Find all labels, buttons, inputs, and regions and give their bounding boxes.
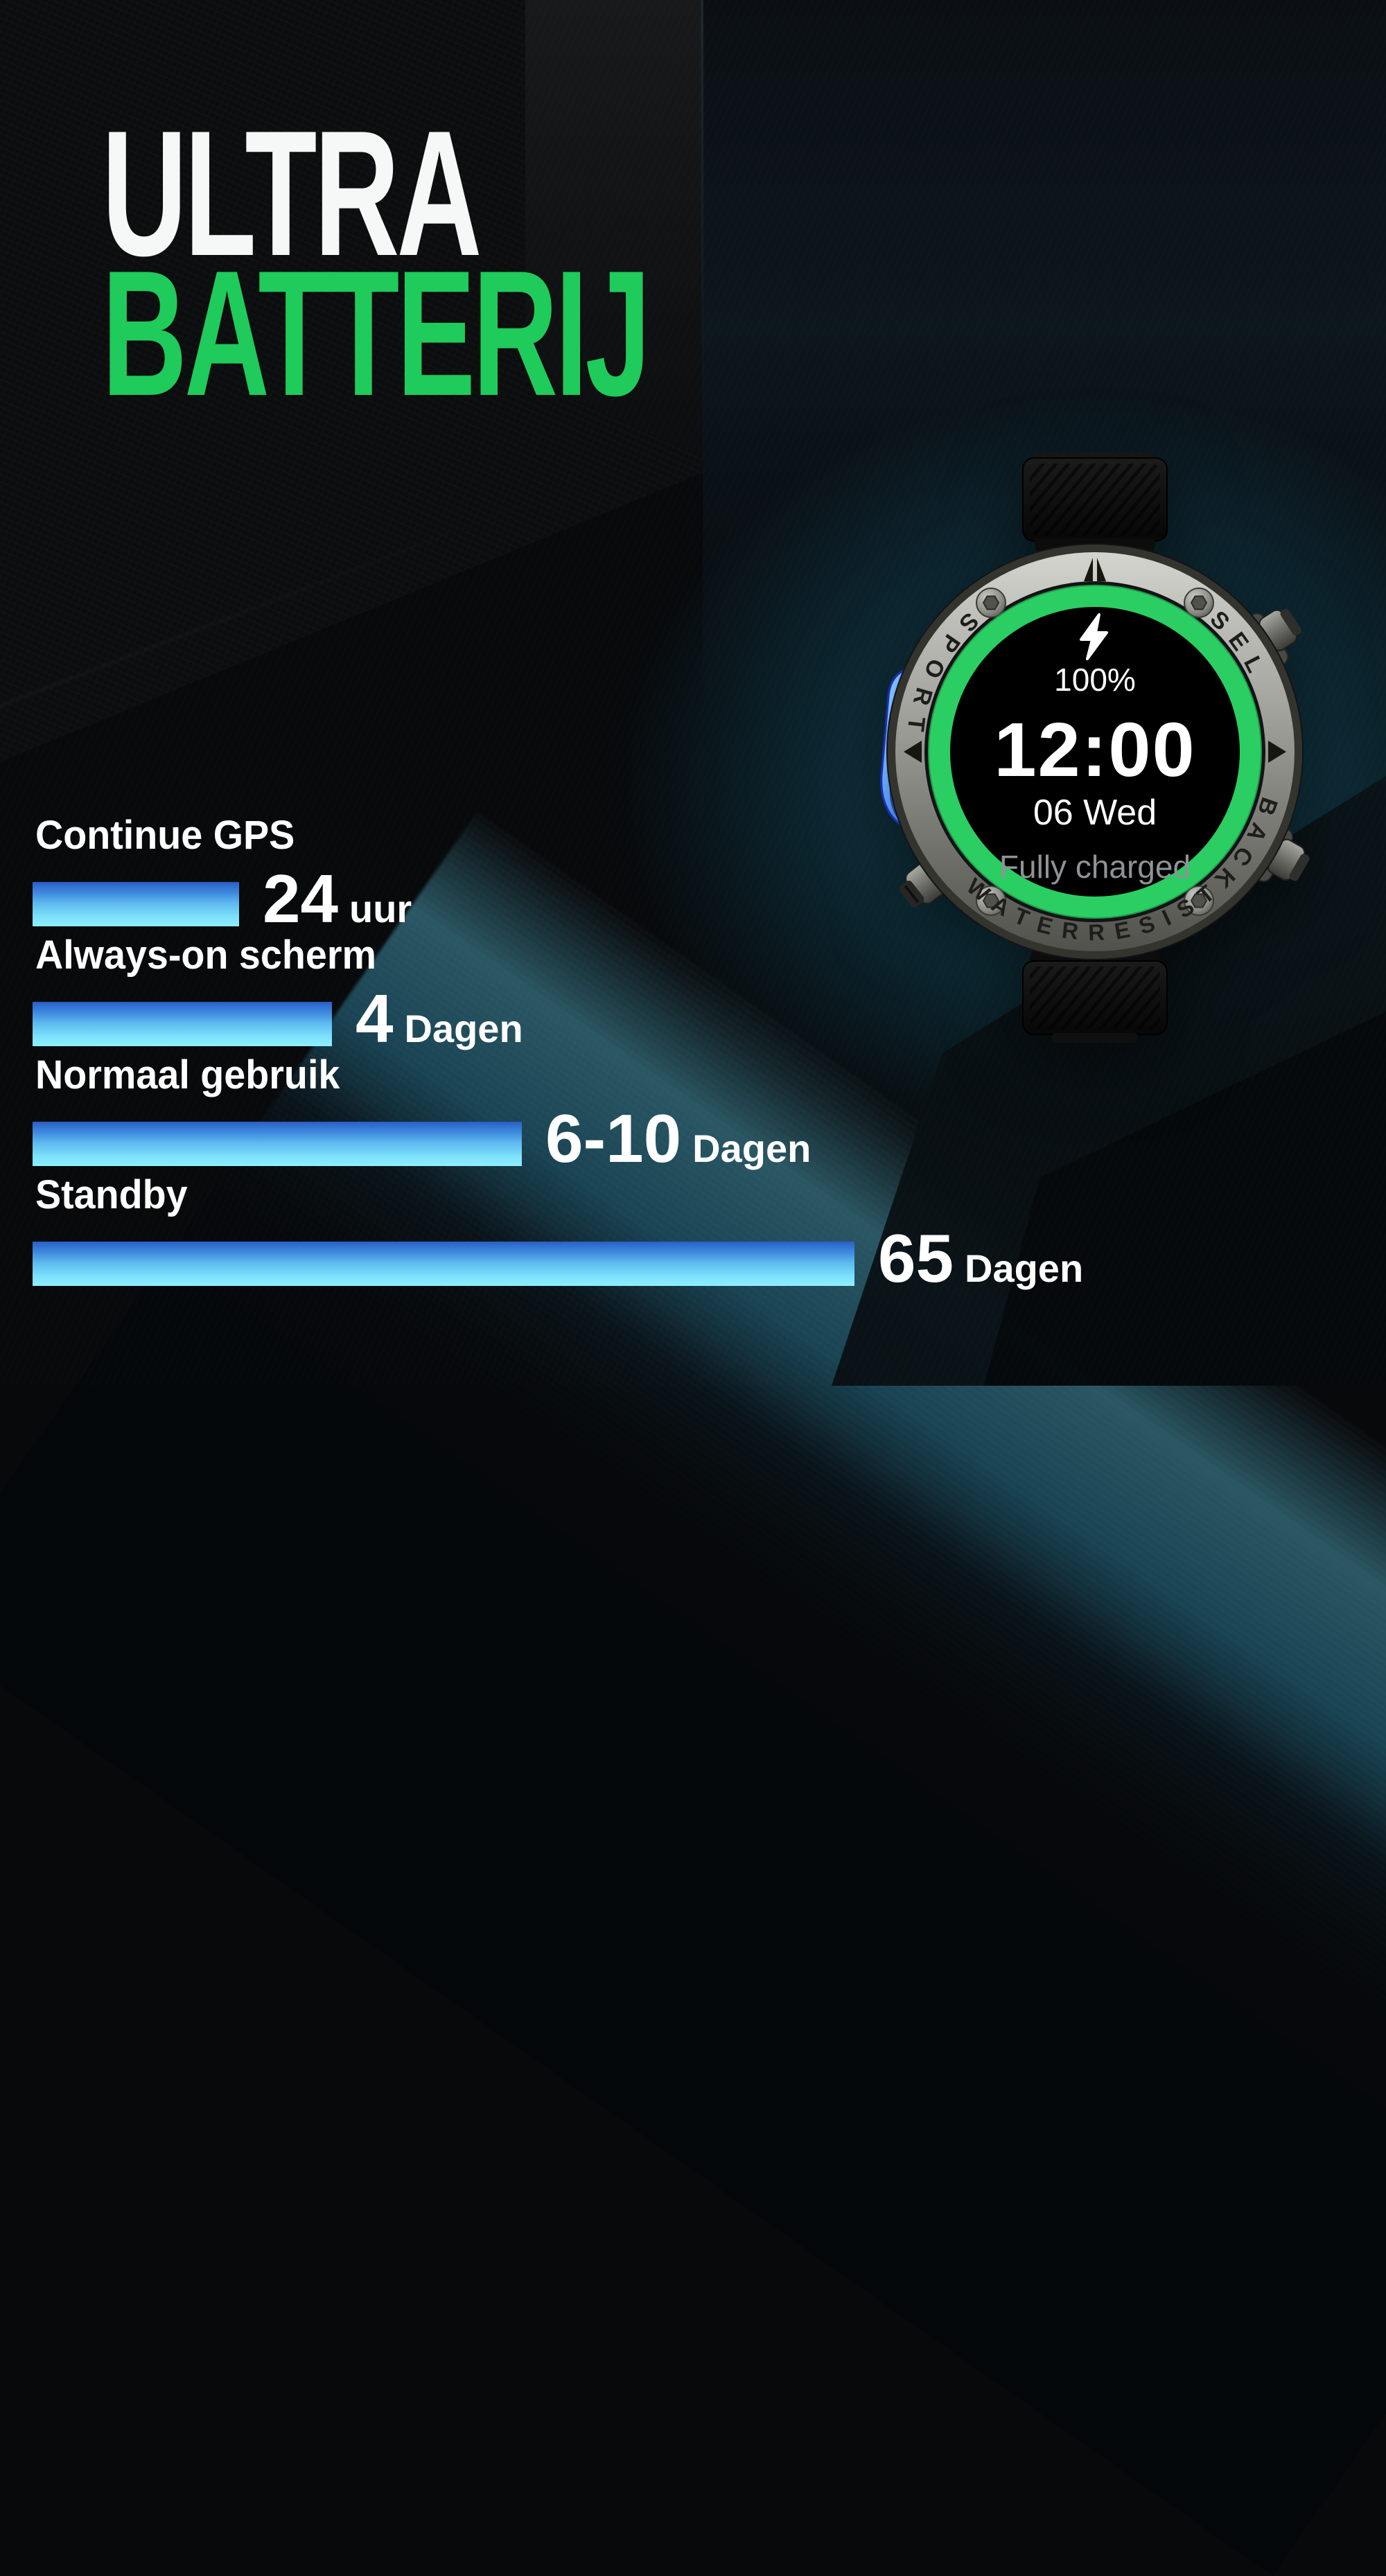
charging-bolt-icon bbox=[1080, 613, 1108, 660]
screen-status: Fully charged bbox=[999, 849, 1191, 885]
battery-value: 4 Dagen bbox=[356, 980, 523, 1057]
value-number: 24 bbox=[263, 861, 339, 937]
watch-screen bbox=[950, 607, 1240, 897]
page-title: ULTRA BATTERIJ bbox=[102, 104, 929, 423]
bar-line: 24 uur bbox=[33, 861, 1315, 937]
battery-row-always-on: Always-on scherm 4 Dagen bbox=[33, 932, 1315, 1057]
row-label: Continue GPS bbox=[35, 813, 295, 858]
screen-time: 12:00 bbox=[994, 707, 1195, 793]
background-floor-edge bbox=[0, 472, 606, 723]
value-number: 6-10 bbox=[545, 1100, 682, 1176]
value-unit: Dagen bbox=[692, 1127, 812, 1170]
battery-value: 6-10 Dagen bbox=[545, 1100, 812, 1176]
bezel-screws bbox=[976, 588, 1214, 916]
battery-row-normal: Normaal gebruik 6-10 Dagen bbox=[33, 1052, 1315, 1176]
bar-line: 65 Dagen bbox=[33, 1220, 1315, 1296]
battery-bar bbox=[33, 882, 239, 927]
value-number: 65 bbox=[878, 1220, 954, 1296]
bar-line: 6-10 Dagen bbox=[33, 1100, 1315, 1176]
value-unit: Dagen bbox=[404, 1007, 523, 1050]
row-label: Standby bbox=[35, 1172, 188, 1217]
value-number: 4 bbox=[356, 980, 394, 1057]
smartwatch-image: SPORT WATERRESIST SEL BACK 100% 12:00 06… bbox=[880, 452, 1310, 1043]
battery-bar bbox=[33, 1002, 332, 1047]
row-label: Always-on scherm bbox=[35, 933, 377, 978]
bar-line: 4 Dagen bbox=[33, 980, 1315, 1057]
watch-screen-content: 100% 12:00 06 Wed Fully charged bbox=[994, 613, 1195, 885]
battery-percent: 100% bbox=[1054, 662, 1136, 698]
row-label: Normaal gebruik bbox=[35, 1052, 340, 1097]
bezel-marks bbox=[904, 558, 1286, 763]
battery-row-standby: Standby 65 Dagen bbox=[33, 1172, 1315, 1296]
battery-value: 24 uur bbox=[263, 861, 412, 937]
value-unit: Dagen bbox=[965, 1246, 1084, 1290]
battery-bar bbox=[33, 1122, 522, 1167]
battery-bar bbox=[33, 1242, 854, 1287]
screen-date: 06 Wed bbox=[1033, 793, 1157, 833]
battery-row-gps: Continue GPS 24 uur bbox=[33, 812, 1315, 937]
battery-value: 65 Dagen bbox=[878, 1220, 1084, 1296]
value-unit: uur bbox=[349, 887, 412, 930]
title-line-1: ULTRA bbox=[102, 93, 482, 293]
title-line-2: BATTERIJ bbox=[102, 233, 651, 433]
